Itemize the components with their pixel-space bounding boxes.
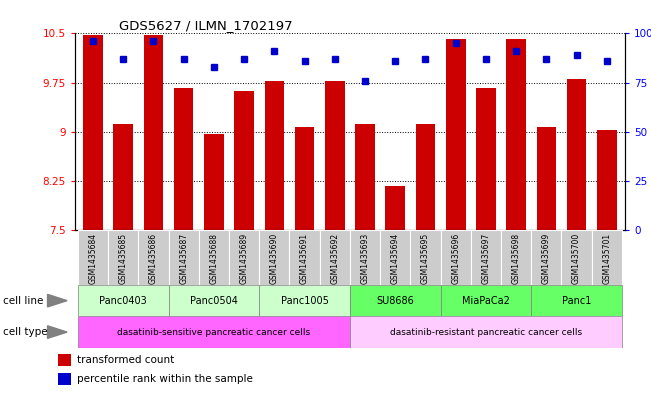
Text: GSM1435685: GSM1435685 [118, 233, 128, 284]
Bar [234, 91, 254, 230]
Bar [259, 230, 290, 285]
Text: GSM1435698: GSM1435698 [512, 233, 521, 284]
Text: GSM1435689: GSM1435689 [240, 233, 249, 284]
Bar [108, 230, 138, 285]
Text: GSM1435693: GSM1435693 [361, 233, 370, 284]
Bar [506, 39, 526, 230]
Bar [295, 127, 314, 230]
Text: GSM1435691: GSM1435691 [300, 233, 309, 284]
Bar [78, 316, 350, 348]
Text: Panc0504: Panc0504 [190, 296, 238, 306]
Bar [536, 127, 556, 230]
Bar [350, 316, 622, 348]
Text: GSM1435699: GSM1435699 [542, 233, 551, 284]
Bar [597, 130, 616, 230]
Bar [78, 285, 169, 316]
Bar [169, 230, 199, 285]
Text: GSM1435695: GSM1435695 [421, 233, 430, 284]
Text: GDS5627 / ILMN_1702197: GDS5627 / ILMN_1702197 [119, 19, 292, 32]
Bar [471, 230, 501, 285]
Text: GSM1435688: GSM1435688 [210, 233, 218, 284]
Text: Panc1: Panc1 [562, 296, 591, 306]
Bar [264, 81, 284, 230]
Text: dasatinib-sensitive pancreatic cancer cells: dasatinib-sensitive pancreatic cancer ce… [117, 328, 311, 336]
Bar [410, 230, 441, 285]
Bar [113, 124, 133, 230]
Text: GSM1435696: GSM1435696 [451, 233, 460, 284]
Bar [259, 285, 350, 316]
Bar [350, 230, 380, 285]
Bar [78, 230, 108, 285]
Text: Panc1005: Panc1005 [281, 296, 329, 306]
Text: Panc0403: Panc0403 [100, 296, 147, 306]
Bar [501, 230, 531, 285]
Bar [325, 81, 344, 230]
Bar [531, 285, 622, 316]
Text: GSM1435684: GSM1435684 [89, 233, 98, 284]
Bar [415, 124, 436, 230]
Text: MiaPaCa2: MiaPaCa2 [462, 296, 510, 306]
Bar [476, 88, 496, 230]
Bar [229, 230, 259, 285]
Text: transformed count: transformed count [77, 355, 174, 365]
Bar [567, 79, 587, 230]
Polygon shape [48, 326, 67, 338]
Bar [385, 186, 405, 230]
Bar [57, 354, 72, 366]
Text: cell line: cell line [3, 296, 44, 306]
Bar [57, 373, 72, 385]
Bar [174, 88, 193, 230]
Bar [204, 134, 224, 230]
Text: GSM1435690: GSM1435690 [270, 233, 279, 284]
Polygon shape [48, 294, 67, 307]
Text: dasatinib-resistant pancreatic cancer cells: dasatinib-resistant pancreatic cancer ce… [390, 328, 582, 336]
Bar [290, 230, 320, 285]
Bar [138, 230, 169, 285]
Bar [83, 35, 103, 230]
Bar [531, 230, 561, 285]
Bar [380, 230, 410, 285]
Bar [441, 285, 531, 316]
Bar [320, 230, 350, 285]
Bar [199, 230, 229, 285]
Text: GSM1435700: GSM1435700 [572, 233, 581, 284]
Text: GSM1435701: GSM1435701 [602, 233, 611, 284]
Bar [592, 230, 622, 285]
Text: GSM1435687: GSM1435687 [179, 233, 188, 284]
Bar [144, 35, 163, 230]
Text: GSM1435697: GSM1435697 [482, 233, 490, 284]
Bar [355, 124, 375, 230]
Bar [350, 285, 441, 316]
Bar [446, 39, 465, 230]
Text: SU8686: SU8686 [376, 296, 414, 306]
Text: percentile rank within the sample: percentile rank within the sample [77, 374, 253, 384]
Bar [441, 230, 471, 285]
Text: GSM1435692: GSM1435692 [330, 233, 339, 284]
Bar [169, 285, 259, 316]
Bar [561, 230, 592, 285]
Text: GSM1435694: GSM1435694 [391, 233, 400, 284]
Text: cell type: cell type [3, 327, 48, 337]
Text: GSM1435686: GSM1435686 [149, 233, 158, 284]
